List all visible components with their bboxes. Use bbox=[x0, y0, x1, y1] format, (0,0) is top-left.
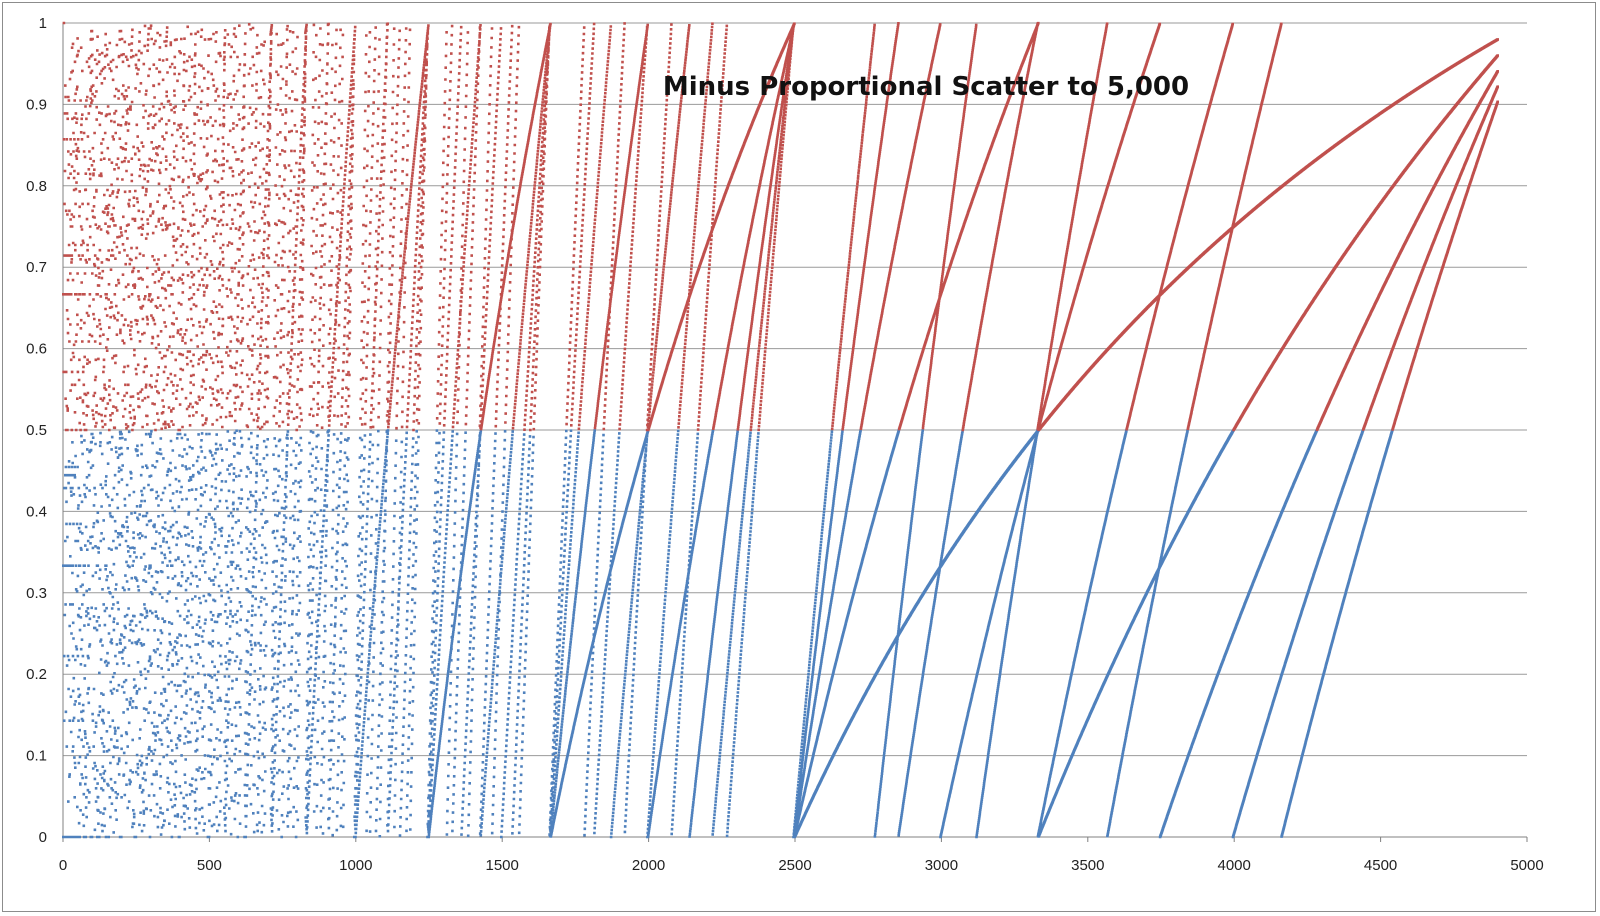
series-upper-points bbox=[62, 21, 1499, 432]
x-tick-label: 2000 bbox=[632, 857, 665, 874]
y-tick-label: 0.3 bbox=[26, 585, 47, 602]
x-tick-label: 4000 bbox=[1218, 857, 1251, 874]
x-tick-label: 500 bbox=[197, 857, 222, 874]
y-tick-label: 0.9 bbox=[26, 96, 47, 113]
y-tick-label: 0.5 bbox=[26, 422, 47, 439]
axes bbox=[62, 23, 1528, 842]
x-tick-label: 1000 bbox=[339, 857, 372, 874]
x-tick-label: 4500 bbox=[1364, 857, 1397, 874]
y-tick-label: 0.4 bbox=[26, 503, 47, 520]
series-lower-points bbox=[62, 428, 1394, 839]
y-tick-label: 0.1 bbox=[26, 748, 47, 765]
chart-title: Minus Proportional Scatter to 5,000 bbox=[663, 72, 1189, 102]
y-tick-label: 0 bbox=[39, 829, 47, 846]
x-tick-label: 3000 bbox=[925, 857, 958, 874]
y-tick-labels: 0 0.1 0.2 0.3 0.4 0.5 0.6 0.7 0.8 0.9 1 bbox=[26, 15, 47, 846]
x-tick-label: 5000 bbox=[1510, 857, 1543, 874]
y-tick-label: 1 bbox=[39, 15, 47, 32]
x-tick-label: 2500 bbox=[778, 857, 811, 874]
y-tick-label: 0.6 bbox=[26, 341, 47, 358]
gridlines bbox=[63, 22, 1527, 757]
y-tick-label: 0.8 bbox=[26, 178, 47, 195]
x-tick-label: 0 bbox=[59, 857, 67, 874]
y-tick-label: 0.2 bbox=[26, 666, 47, 683]
y-tick-label: 0.7 bbox=[26, 259, 47, 276]
x-tick-label: 3500 bbox=[1071, 857, 1104, 874]
scatter-points bbox=[62, 21, 1499, 839]
x-tick-label: 1500 bbox=[486, 857, 519, 874]
x-tick-labels: 0 500 1000 1500 2000 2500 3000 3500 4000 4500 5000 bbox=[59, 857, 1544, 874]
scatter-chart: 0 0.1 0.2 0.3 0.4 0.5 0.6 0.7 0.8 0.9 1 0 500 1000 15… bbox=[26, 15, 1544, 874]
